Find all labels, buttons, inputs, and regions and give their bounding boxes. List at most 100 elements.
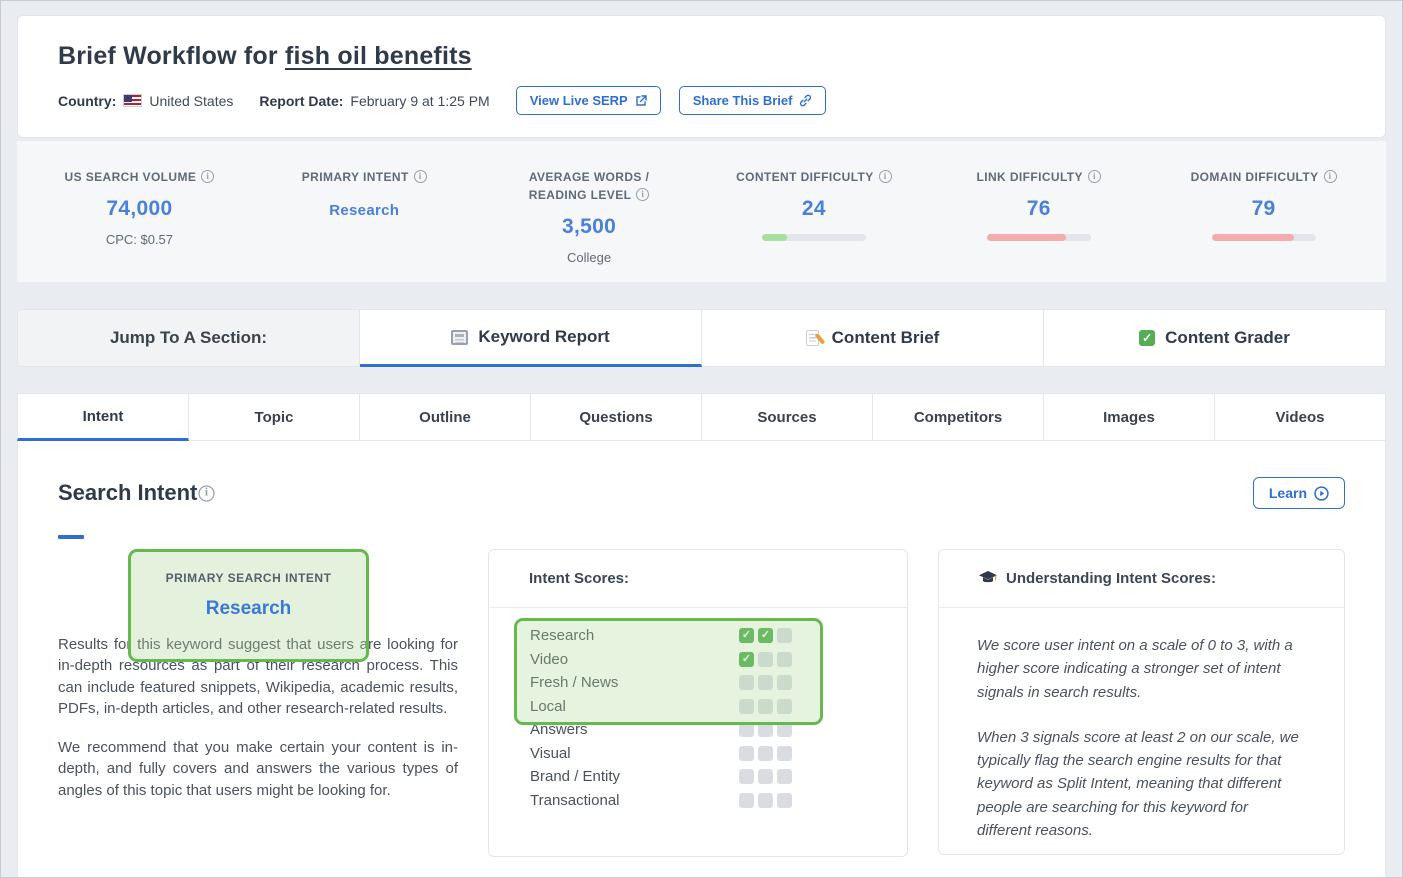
view-live-serp-button[interactable]: View Live SERP [515,86,661,115]
score-boxes [739,722,792,738]
intent-score-row: Brand / Entity [489,765,907,789]
link-icon [800,94,812,107]
score-check-off-icon [758,745,773,761]
score-check-off-icon [739,698,754,714]
title-keyword: fish oil benefits [284,42,472,70]
metric-sub: CPC: $0.57 [105,232,174,247]
metric-sub: College [567,250,612,265]
metric-value: Research [329,202,400,219]
memo-pencil-icon [805,330,819,346]
report-date-value: February 9 at 1:25 PM [350,92,490,109]
section-content-grader[interactable]: Content Grader [1044,309,1386,367]
intent-description: PRIMARY SEARCH INTENT Research Results f… [58,549,458,857]
score-check-on-icon: ✓ [739,628,754,644]
tab-intent[interactable]: Intent [17,393,189,441]
metric-value: 79 [1251,197,1276,220]
info-icon[interactable] [413,170,427,184]
info-icon[interactable] [201,170,215,184]
section-content-brief[interactable]: Content Brief [702,309,1044,367]
metric-label-text: CONTENT DIFFICULTY [736,170,874,184]
score-check-off-icon [777,698,792,714]
metric: US SEARCH VOLUME 74,000 CPC: $0.57 [27,168,252,282]
section-keyword-report[interactable]: Keyword Report [360,309,702,367]
primary-intent-highlight: PRIMARY SEARCH INTENT Research [128,549,369,662]
info-icon[interactable] [198,484,215,502]
score-check-off-icon [739,722,754,738]
difficulty-bar [761,234,866,241]
country-meta: Country: United States [58,93,233,109]
metric-label-text: US SEARCH VOLUME [64,170,197,184]
difficulty-bar-fill [986,234,1066,241]
green-check-icon [1139,330,1156,346]
metric-label-text: AVERAGE WORDS / READING LEVEL [528,170,650,202]
difficulty-bar-fill [761,234,787,241]
panel-header: Search Intent Learn [58,477,1345,509]
score-check-off-icon [758,651,773,667]
score-check-off-icon [739,792,754,808]
understanding-paragraph-2: When 3 signals score at least 2 on our s… [977,728,1299,839]
score-check-off-icon [739,745,754,761]
intent-paragraph-1: Results for this keyword suggest that us… [58,636,458,717]
primary-intent-label: PRIMARY SEARCH INTENT [165,571,332,585]
panel-title-text: Search Intent [58,480,198,505]
section-content-grader-label: Content Grader [1165,328,1290,347]
score-check-off-icon [739,769,754,785]
learn-button[interactable]: Learn [1252,477,1345,509]
score-check-off-icon [777,745,792,761]
primary-intent-value: Research [205,598,292,619]
metric-label: AVERAGE WORDS / READING LEVEL [500,168,678,204]
score-boxes [739,745,792,761]
tab-questions[interactable]: Questions [531,393,702,441]
score-check-on-icon: ✓ [758,628,773,644]
understanding-paragraph-1: We score user intent on a scale of 0 to … [977,637,1293,701]
metric-label: DOMAIN DIFFICULTY [1175,168,1353,186]
score-check-off-icon [777,792,792,808]
share-brief-button[interactable]: Share This Brief [678,86,827,115]
tab-sources[interactable]: Sources [702,393,873,441]
score-boxes [739,769,792,785]
score-check-off-icon [758,769,773,785]
metric: LINK DIFFICULTY 76 [926,168,1151,282]
metric-value: 74,000 [106,197,173,220]
intent-scores-heading: Intent Scores: [489,550,907,608]
info-icon[interactable] [636,188,650,202]
tab-images[interactable]: Images [1044,393,1215,441]
metric-label: US SEARCH VOLUME [50,168,228,186]
difficulty-bar-fill [1211,234,1294,241]
info-icon[interactable] [1323,170,1337,184]
intent-score-label: Visual [530,744,571,762]
intent-score-label: Fresh / News [530,674,619,692]
view-live-serp-label: View Live SERP [529,93,628,108]
header-card: Brief Workflow for fish oil benefits Cou… [17,15,1386,138]
score-boxes: ✓ ✓ [739,628,792,644]
metric: DOMAIN DIFFICULTY 79 [1151,168,1376,282]
tab-competitors[interactable]: Competitors [873,393,1044,441]
metric-label-text: LINK DIFFICULTY [976,170,1083,184]
metric-value: 3,500 [562,215,617,238]
metric-label: PRIMARY INTENT [275,168,453,186]
section-keyword-report-label: Keyword Report [478,327,610,346]
understanding-card: Understanding Intent Scores: We score us… [938,549,1345,855]
info-icon[interactable] [1087,170,1101,184]
intent-score-label: Research [530,627,595,645]
score-check-off-icon [739,675,754,691]
score-check-off-icon [758,722,773,738]
intent-score-label: Answers [530,721,588,739]
country-label: Country: [58,92,117,109]
info-icon[interactable] [878,170,892,184]
tab-videos[interactable]: Videos [1215,393,1386,441]
score-check-off-icon [777,769,792,785]
score-check-off-icon [777,628,792,644]
metric-label-text: DOMAIN DIFFICULTY [1190,170,1319,184]
understanding-heading: Understanding Intent Scores: [939,550,1344,608]
tab-topic[interactable]: Topic [189,393,360,441]
intent-score-row: Fresh / News [489,671,907,695]
share-brief-label: Share This Brief [692,93,793,108]
tab-outline[interactable]: Outline [360,393,531,441]
external-link-icon [636,94,647,106]
metrics-bar: US SEARCH VOLUME 74,000 CPC: $0.57 PRIMA… [17,141,1386,282]
understanding-heading-text: Understanding Intent Scores: [1006,570,1217,587]
page-title: Brief Workflow for fish oil benefits [58,42,1345,71]
panel-title: Search Intent [58,480,215,506]
